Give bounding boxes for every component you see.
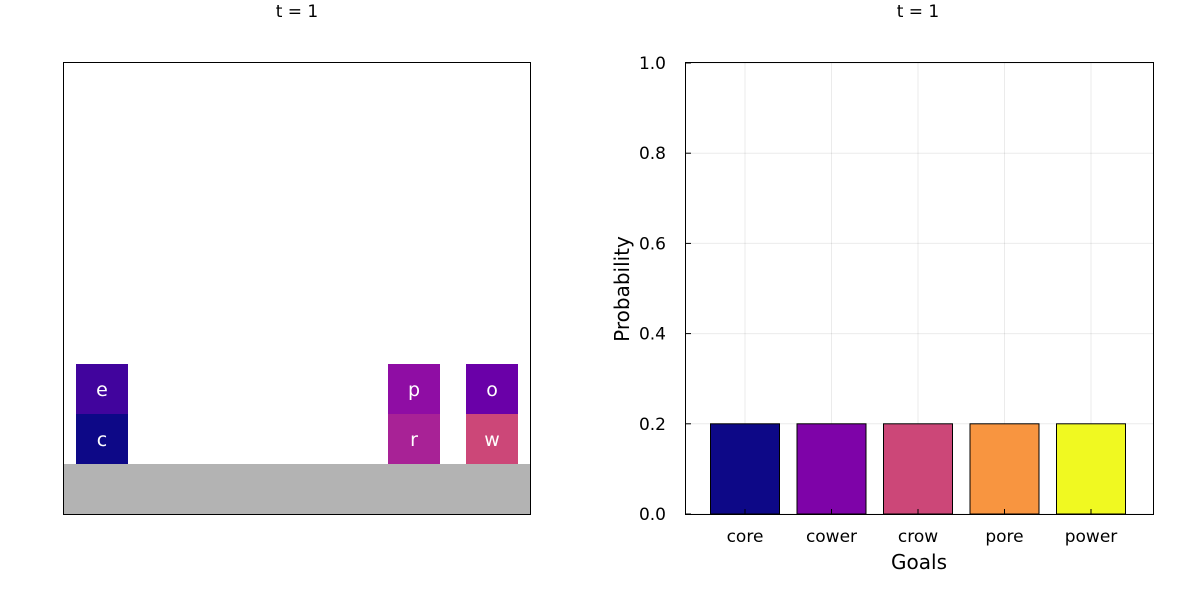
block-w: w (466, 414, 518, 464)
block-o-square (466, 364, 518, 414)
y-tick-label: 0.6 (639, 234, 666, 254)
block-e: e (76, 364, 128, 414)
block-o-label: o (486, 379, 498, 401)
y-tick-label: 1.0 (639, 54, 666, 74)
x-tick-label-pore: pore (985, 527, 1023, 547)
block-r-label: r (410, 429, 418, 451)
block-r: r (388, 414, 440, 464)
plot-frame (685, 62, 1154, 515)
block-e-label: e (96, 379, 108, 401)
x-tick-label-power: power (1065, 527, 1118, 547)
y-tick-label: 0.2 (639, 415, 666, 435)
block-e-square (76, 364, 128, 414)
block-c-square (76, 414, 128, 464)
y-axis-label: Probability (610, 236, 634, 342)
x-tick-label-crow: crow (898, 527, 938, 547)
bar-cower (796, 423, 867, 515)
table-floor (64, 464, 530, 514)
x-axis-label: Goals (891, 550, 947, 574)
block-stacks: c e r p w o (76, 364, 518, 464)
x-tick-label-core: core (727, 527, 764, 547)
bar-pore (969, 423, 1040, 515)
chart-title: t = 1 (896, 2, 940, 22)
block-p-label: p (408, 379, 420, 401)
bar-core (710, 423, 780, 515)
x-tick-label-cower: cower (806, 527, 857, 547)
block-w-square (466, 414, 518, 464)
bar-power (1056, 423, 1126, 515)
x-ticks: core cower crow pore power (727, 509, 1118, 547)
block-w-label: w (484, 429, 500, 451)
block-p: p (388, 364, 440, 414)
y-tick-label: 0.4 (639, 325, 666, 345)
blocks-panel-title: t = 1 (275, 2, 319, 22)
y-tick-label: 0.0 (639, 505, 666, 525)
probability-chart: 0.0 0.2 0.4 0.6 0.8 1.0 core cower crow pore powe… (610, 54, 1154, 574)
block-o: o (466, 364, 518, 414)
block-p-square (388, 364, 440, 414)
y-tick-label: 0.8 (639, 144, 666, 164)
blocks-world: c e r p w o (63, 62, 531, 515)
bar-crow (883, 423, 953, 515)
block-c-label: c (97, 429, 107, 451)
bars (710, 423, 1126, 515)
y-ticks: 0.0 0.2 0.4 0.6 0.8 1.0 (639, 54, 691, 525)
blocks-frame (63, 62, 531, 515)
block-c: c (76, 414, 128, 464)
block-r-square (388, 414, 440, 464)
